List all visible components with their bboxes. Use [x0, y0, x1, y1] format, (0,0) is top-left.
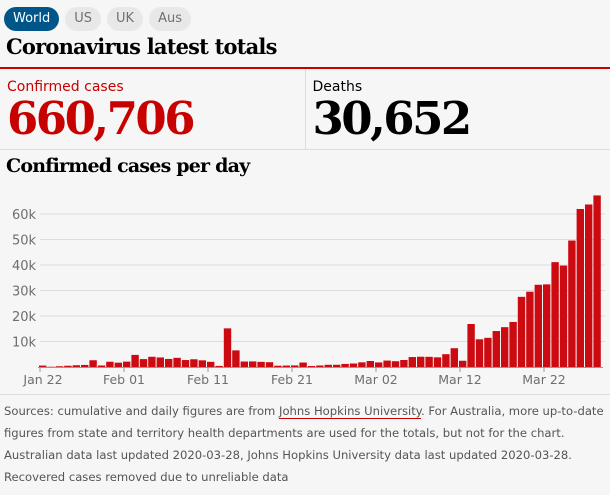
bar — [64, 365, 72, 367]
bar — [181, 360, 190, 367]
deaths-value: 30,652 — [312, 92, 473, 145]
bar — [106, 361, 114, 367]
bar — [291, 365, 299, 367]
bar — [265, 362, 274, 367]
bar — [72, 365, 80, 367]
bar — [366, 361, 374, 367]
bar — [459, 360, 467, 367]
bar — [509, 321, 517, 367]
cases-bar-chart: 10k 20k 30k 40k 50k 60k Jan 22 Feb 01 Feb 11 Feb … — [12, 195, 605, 387]
bar — [442, 354, 450, 367]
confirmed-value: 660,706 — [7, 92, 196, 145]
bar — [282, 365, 290, 367]
bar — [39, 365, 47, 367]
y-tick-label: 40k — [12, 259, 37, 274]
bar — [316, 365, 324, 367]
bar — [240, 361, 248, 367]
sources-note: Sources: cumulative and daily figures ar… — [0, 394, 610, 495]
y-tick-label: 20k — [12, 310, 37, 325]
bar — [484, 337, 492, 367]
bar — [349, 363, 358, 367]
y-tick-label: 10k — [12, 336, 37, 351]
bar — [190, 359, 198, 367]
bar — [299, 362, 307, 367]
bar — [543, 284, 551, 367]
region-tabs: World US UK Aus — [4, 7, 191, 31]
confirmed-box: Confirmed cases 660,706 — [0, 69, 305, 149]
bar — [585, 204, 593, 367]
bar — [307, 366, 316, 367]
bar — [341, 363, 349, 367]
bar — [148, 356, 156, 367]
bar — [97, 365, 106, 367]
bar — [559, 265, 568, 367]
chart-title: Confirmed cases per day — [6, 155, 250, 177]
bar — [425, 356, 433, 367]
bar — [55, 366, 64, 367]
tab-world[interactable]: World — [4, 7, 60, 31]
bar — [534, 284, 542, 367]
bar — [165, 358, 173, 367]
bar — [408, 357, 416, 367]
x-tick-label: Mar 12 — [438, 372, 481, 387]
bar — [593, 195, 601, 367]
bar — [433, 357, 442, 367]
deaths-label: Deaths — [312, 79, 363, 95]
bar — [358, 362, 366, 367]
confirmed-label: Confirmed cases — [7, 79, 124, 95]
bar — [131, 354, 139, 367]
bar — [249, 361, 257, 367]
bar — [215, 365, 223, 367]
bar — [123, 361, 131, 367]
x-tick-label: Mar 02 — [354, 372, 397, 387]
page-title: Coronavirus latest totals — [6, 34, 277, 59]
bar — [492, 331, 500, 367]
bar — [114, 362, 122, 367]
x-tick-label: Jan 22 — [22, 372, 62, 387]
bar — [232, 350, 240, 367]
bar — [274, 365, 282, 367]
bar — [400, 360, 408, 367]
tab-us[interactable]: US — [65, 7, 102, 31]
bar — [207, 361, 215, 367]
bar — [89, 360, 97, 367]
bar — [475, 339, 484, 367]
bar — [139, 359, 148, 367]
bar — [223, 328, 232, 367]
bar — [501, 327, 509, 367]
x-tick-label: Mar 22 — [522, 372, 565, 387]
y-tick-label: 30k — [12, 285, 37, 300]
bar — [198, 360, 206, 367]
bar — [467, 324, 475, 367]
sources-text-pre: Sources: cumulative and daily figures ar… — [4, 404, 280, 418]
bar — [383, 360, 391, 367]
bar — [417, 356, 425, 367]
bar — [576, 208, 584, 367]
bar — [517, 296, 526, 367]
deaths-box: Deaths 30,652 — [304, 69, 610, 149]
tab-uk[interactable]: UK — [107, 7, 144, 31]
x-tick-label: Feb 21 — [271, 372, 313, 387]
bar — [450, 348, 458, 367]
sources-text-post: . For Australia, more up-to-date figures… — [4, 404, 604, 484]
tab-aus[interactable]: Aus — [149, 7, 191, 31]
bar — [551, 262, 559, 367]
bar — [257, 361, 265, 367]
bar — [375, 362, 383, 367]
y-tick-label: 60k — [12, 208, 37, 223]
jhu-link[interactable]: Johns Hopkins University — [279, 404, 421, 419]
bar — [568, 240, 576, 367]
bar — [324, 364, 332, 367]
totals-panel: Confirmed cases 660,706 Deaths 30,652 — [0, 67, 610, 150]
bar — [156, 357, 164, 367]
x-tick-label: Feb 01 — [103, 372, 145, 387]
bar — [81, 364, 89, 367]
bar — [173, 357, 181, 367]
bar — [333, 364, 341, 367]
x-tick-label: Feb 11 — [187, 372, 229, 387]
y-tick-label: 50k — [12, 234, 37, 249]
bar — [391, 361, 400, 367]
bar — [526, 291, 534, 367]
